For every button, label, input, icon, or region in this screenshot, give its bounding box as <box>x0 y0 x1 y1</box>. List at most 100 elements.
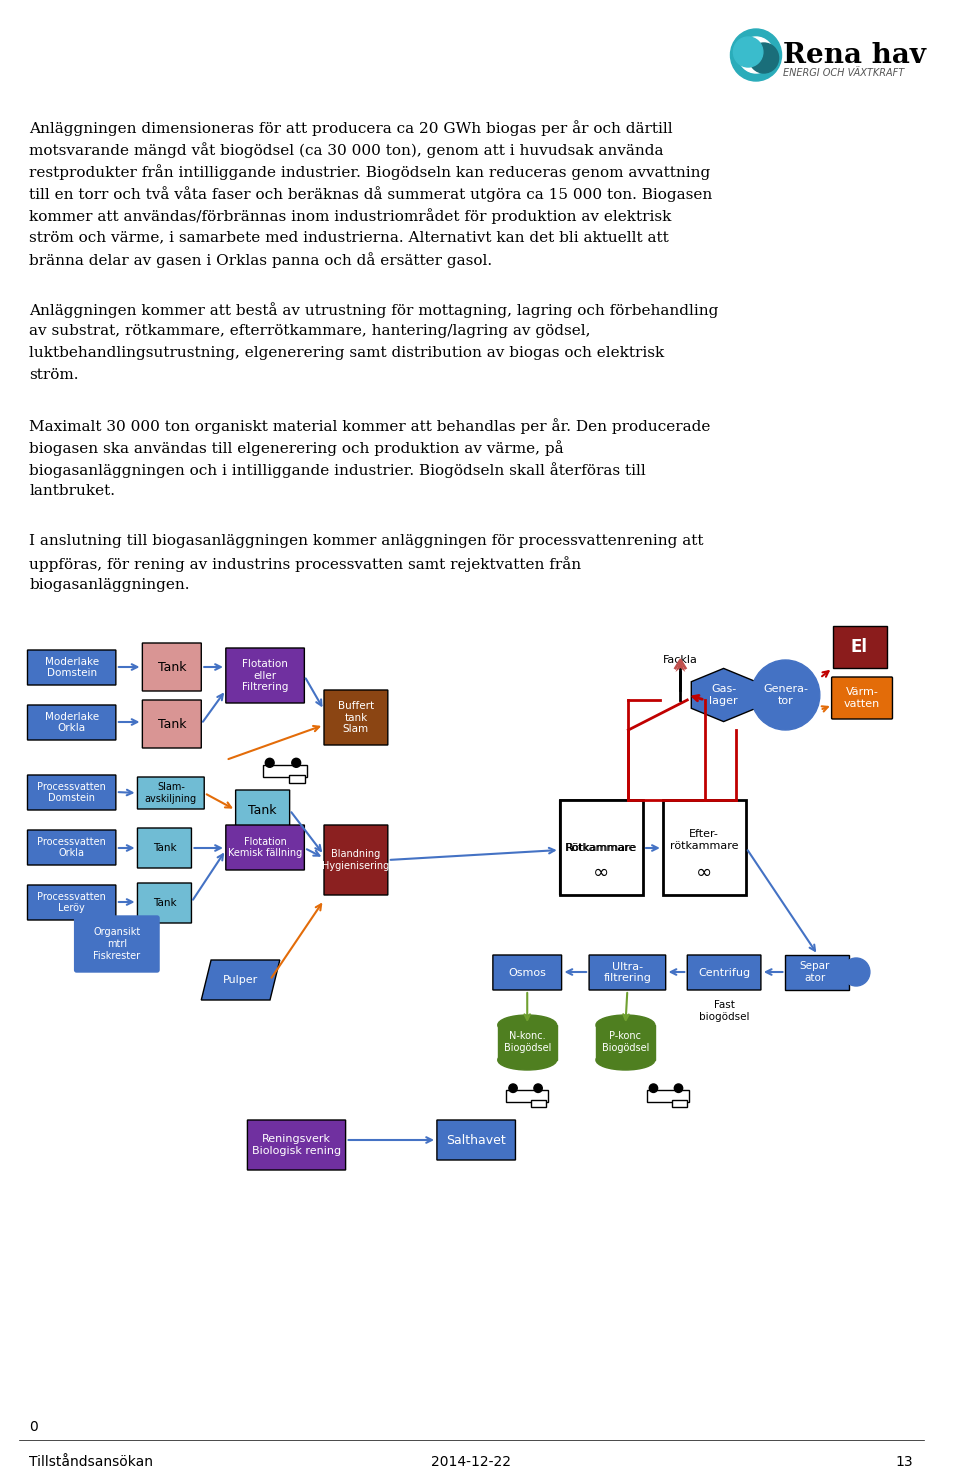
Text: restprodukter från intilliggande industrier. Biogödseln kan reduceras genom avva: restprodukter från intilliggande industr… <box>30 165 710 180</box>
FancyBboxPatch shape <box>75 916 159 972</box>
Bar <box>672 1100 686 1107</box>
FancyBboxPatch shape <box>28 650 116 686</box>
Bar <box>832 626 887 668</box>
Text: ∞: ∞ <box>696 862 712 881</box>
Text: luktbehandlingsutrustning, elgenerering samt distribution av biogas och elektris: luktbehandlingsutrustning, elgenerering … <box>30 346 664 361</box>
Bar <box>785 956 850 990</box>
FancyBboxPatch shape <box>137 778 204 809</box>
Text: Gas-
lager: Gas- lager <box>709 684 738 706</box>
Circle shape <box>738 37 774 73</box>
Text: Tank: Tank <box>153 898 177 908</box>
Ellipse shape <box>596 1051 655 1070</box>
Bar <box>560 800 643 895</box>
FancyBboxPatch shape <box>226 825 304 870</box>
Text: Genera-
tor: Genera- tor <box>763 684 808 706</box>
Text: biogasanläggningen.: biogasanläggningen. <box>30 577 190 592</box>
Text: Tank: Tank <box>153 843 177 853</box>
Text: Salthavet: Salthavet <box>446 1134 506 1147</box>
Text: ström och värme, i samarbete med industrierna. Alternativt kan det bli aktuellt : ström och värme, i samarbete med industr… <box>30 230 669 243</box>
Polygon shape <box>202 960 279 1000</box>
Text: Blandning
Hygienisering: Blandning Hygienisering <box>323 849 390 871</box>
Text: Anläggningen kommer att bestå av utrustning för mottagning, lagring och förbehan: Anläggningen kommer att bestå av utrustn… <box>30 303 719 318</box>
Bar <box>596 1025 655 1060</box>
FancyBboxPatch shape <box>28 884 116 920</box>
Ellipse shape <box>498 1051 557 1070</box>
FancyBboxPatch shape <box>235 789 290 830</box>
Text: Rena hav: Rena hav <box>783 42 926 68</box>
FancyBboxPatch shape <box>831 677 893 720</box>
Text: I anslutning till biogasanläggningen kommer anläggningen för processvattenrening: I anslutning till biogasanläggningen kom… <box>30 534 704 548</box>
Text: biogasen ska användas till elgenerering och produktion av värme, på: biogasen ska användas till elgenerering … <box>30 439 564 456</box>
Text: lantbruket.: lantbruket. <box>30 484 115 499</box>
Text: Separ
ator: Separ ator <box>800 962 830 982</box>
FancyBboxPatch shape <box>560 800 643 895</box>
Text: Reningsverk
Biologisk rening: Reningsverk Biologisk rening <box>252 1134 341 1156</box>
Text: Ultra-
filtrering: Ultra- filtrering <box>604 962 651 984</box>
Circle shape <box>731 30 781 82</box>
Bar <box>662 800 746 895</box>
Bar <box>498 1025 557 1060</box>
Bar <box>506 1089 548 1101</box>
Text: Efter-
rötkammare: Efter- rötkammare <box>670 830 738 850</box>
Text: Osmos: Osmos <box>508 968 546 978</box>
FancyBboxPatch shape <box>28 830 116 865</box>
FancyBboxPatch shape <box>28 775 116 810</box>
Bar <box>532 1100 546 1107</box>
Text: P-konc
Biogödsel: P-konc Biogödsel <box>602 1031 649 1052</box>
Text: kommer att användas/förbrännas inom industriområdet för produktion av elektrisk: kommer att användas/förbrännas inom indu… <box>30 208 672 224</box>
Bar <box>647 1089 688 1101</box>
Circle shape <box>751 660 820 730</box>
Polygon shape <box>676 660 685 672</box>
Text: El: El <box>851 638 868 656</box>
Polygon shape <box>691 668 756 721</box>
Text: Rötkammare: Rötkammare <box>565 843 637 852</box>
Text: bränna delar av gasen i Orklas panna och då ersätter gasol.: bränna delar av gasen i Orklas panna och… <box>30 252 492 269</box>
Text: biogasanläggningen och i intilliggande industrier. Biogödseln skall återföras ti: biogasanläggningen och i intilliggande i… <box>30 462 646 478</box>
Text: ström.: ström. <box>30 368 79 381</box>
FancyBboxPatch shape <box>248 1120 346 1169</box>
FancyBboxPatch shape <box>324 825 388 895</box>
Ellipse shape <box>498 1015 557 1034</box>
FancyBboxPatch shape <box>28 705 116 741</box>
Ellipse shape <box>596 1015 655 1034</box>
Text: Rötkammare: Rötkammare <box>565 843 636 853</box>
Circle shape <box>292 758 300 767</box>
Text: Organsikt
mtrl
Fiskrester: Organsikt mtrl Fiskrester <box>93 928 140 960</box>
Text: till en torr och två våta faser och beräknas då summerat utgöra ca 15 000 ton. B: till en torr och två våta faser och berä… <box>30 186 712 202</box>
Text: Värm-
vatten: Värm- vatten <box>844 687 880 709</box>
Text: Tank: Tank <box>157 717 186 730</box>
Circle shape <box>265 758 275 767</box>
Text: Tillståndsansökan: Tillståndsansökan <box>30 1454 154 1469</box>
Circle shape <box>843 959 870 985</box>
Text: Moderlake
Orkla: Moderlake Orkla <box>44 712 99 733</box>
Text: Fackla: Fackla <box>663 654 698 665</box>
FancyBboxPatch shape <box>324 690 388 745</box>
Text: Pulper: Pulper <box>223 975 258 985</box>
Circle shape <box>674 1083 683 1092</box>
Text: ENERGI OCH VÄXTKRAFT: ENERGI OCH VÄXTKRAFT <box>783 68 904 79</box>
FancyBboxPatch shape <box>437 1120 516 1160</box>
Circle shape <box>649 1083 658 1092</box>
Text: N-konc.
Biogödsel: N-konc. Biogödsel <box>504 1031 551 1052</box>
Bar <box>289 776 305 782</box>
FancyBboxPatch shape <box>142 643 202 692</box>
Text: Processvatten
Orkla: Processvatten Orkla <box>37 837 107 858</box>
FancyBboxPatch shape <box>492 956 562 990</box>
Text: uppföras, för rening av industrins processvatten samt rejektvatten från: uppföras, för rening av industrins proce… <box>30 556 582 571</box>
Text: Fast
biogödsel: Fast biogödsel <box>699 1000 750 1021</box>
Text: Maximalt 30 000 ton organiskt material kommer att behandlas per år. Den producer: Maximalt 30 000 ton organiskt material k… <box>30 418 710 433</box>
FancyBboxPatch shape <box>142 700 202 748</box>
FancyBboxPatch shape <box>137 828 191 868</box>
Text: Centrifug: Centrifug <box>698 968 750 978</box>
FancyBboxPatch shape <box>589 956 665 990</box>
Circle shape <box>509 1083 517 1092</box>
Text: 0: 0 <box>30 1420 38 1434</box>
Text: Flotation
eller
Filtrering: Flotation eller Filtrering <box>242 659 288 692</box>
Text: Processvatten
Leröy: Processvatten Leröy <box>37 892 107 913</box>
Circle shape <box>749 43 779 73</box>
Text: Tank: Tank <box>249 803 276 816</box>
Text: 2014-12-22: 2014-12-22 <box>431 1454 512 1469</box>
FancyBboxPatch shape <box>687 956 761 990</box>
Text: motsvarande mängd våt biogödsel (ca 30 000 ton), genom att i huvudsak använda: motsvarande mängd våt biogödsel (ca 30 0… <box>30 142 664 157</box>
Text: 13: 13 <box>896 1454 913 1469</box>
